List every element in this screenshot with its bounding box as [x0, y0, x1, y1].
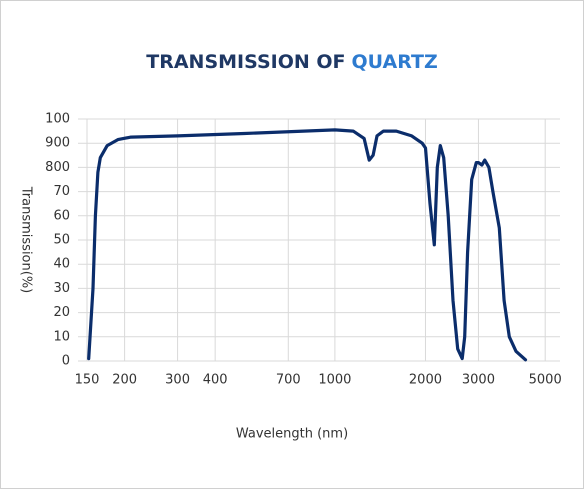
y-axis-label: Transmission(%): [19, 186, 34, 293]
y-tick-label: 30: [53, 281, 70, 296]
x-tick-label: 2000: [409, 373, 442, 388]
y-tick-label: 800: [45, 160, 70, 175]
x-axis-label: Wavelength (nm): [236, 427, 348, 442]
title-highlight: QUARTZ: [352, 51, 438, 73]
y-tick-label: 60: [53, 208, 70, 223]
x-tick-label: 3000: [462, 373, 495, 388]
title-main: TRANSMISSION OF: [146, 51, 345, 73]
y-tick-label: 50: [53, 233, 70, 248]
x-tick-label: 1000: [318, 373, 351, 388]
x-tick-label: 700: [276, 373, 301, 388]
y-tick-label: 70: [53, 184, 70, 199]
y-tick-label: 20: [53, 305, 70, 320]
series-line: [87, 128, 528, 362]
y-tick-label: 100: [45, 112, 70, 127]
x-tick-label: 150: [75, 373, 100, 388]
x-tick-label: 400: [203, 373, 228, 388]
y-tick-label: 0: [62, 354, 70, 369]
y-tick-label: 40: [53, 257, 70, 272]
x-tick-label: 300: [165, 373, 190, 388]
y-tick-label: 900: [45, 136, 70, 151]
x-tick-label: 200: [112, 373, 137, 388]
x-tick-label: 5000: [529, 373, 562, 388]
chart-title: TRANSMISSION OF QUARTZ: [146, 51, 437, 73]
y-tick-label: 10: [53, 329, 70, 344]
